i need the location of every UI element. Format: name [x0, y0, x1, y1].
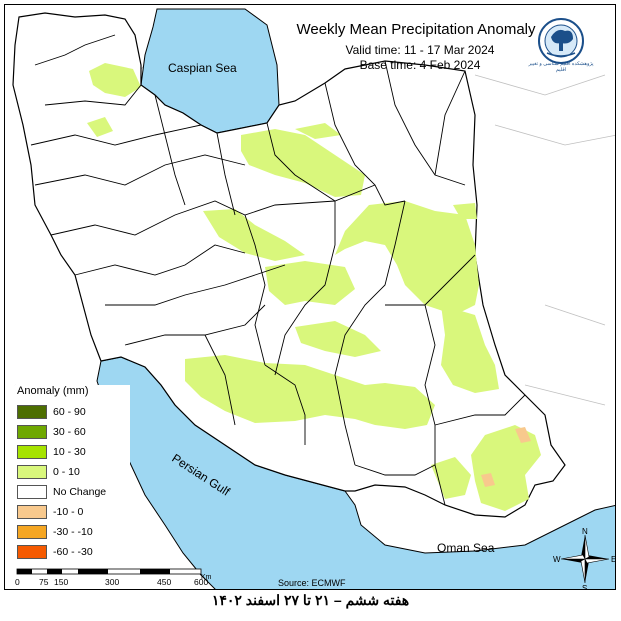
legend-label: 0 - 10: [53, 466, 80, 478]
compass-n: N: [582, 527, 588, 536]
scale-tick-label: 0: [15, 577, 20, 587]
oman-sea-label: Oman Sea: [437, 541, 495, 555]
legend-item: No Change: [17, 483, 106, 501]
scale-unit: Km: [201, 574, 212, 581]
legend-label: -60 - -30: [53, 546, 93, 558]
legend-item: -60 - -30: [17, 543, 93, 561]
province-borders: [30, 34, 526, 506]
legend-item: 0 - 10: [17, 463, 80, 481]
logo-caption: پژوهشکده اقلیم شناسی و تغییر اقلیم: [528, 61, 594, 73]
scale-tick-label: 150: [54, 577, 68, 587]
legend-swatch: [17, 445, 47, 459]
legend-swatch: [17, 405, 47, 419]
map-title: Weekly Mean Precipitation Anomaly: [296, 21, 536, 38]
scale-tick-label: 450: [157, 577, 171, 587]
scale-tick-label: 600: [194, 577, 208, 587]
scale-tick-label: 300: [105, 577, 119, 587]
anomaly-dry-patches: [481, 427, 531, 487]
legend-swatch: [17, 425, 47, 439]
compass-rose-icon: N S E W: [553, 527, 616, 590]
legend-label: 60 - 90: [53, 406, 86, 418]
legend-label: 30 - 60: [53, 426, 86, 438]
legend-label: No Change: [53, 486, 107, 498]
compass-s: S: [582, 584, 587, 590]
base-time: Base time: 4 Feb 2024: [359, 58, 481, 72]
compass-e: E: [611, 555, 616, 564]
legend-item: -30 - -10: [17, 523, 93, 541]
legend: Anomaly (mm) 60 - 90 30 - 60 10 - 30 0 - 10…: [15, 385, 130, 567]
valid-time: Valid time: 11 - 17 Mar 2024: [345, 43, 495, 57]
legend-label: -30 - -10: [53, 526, 93, 538]
week-footer: هفته ششم – ۲۱ تا ۲۷ اسفند ۱۴۰۲: [211, 592, 410, 608]
legend-label: -10 - 0: [53, 506, 84, 518]
legend-swatch: [17, 525, 47, 539]
legend-title: Anomaly (mm): [17, 385, 89, 397]
legend-swatch: [17, 465, 47, 479]
legend-swatch: [17, 485, 47, 499]
iran-map: [12, 8, 615, 589]
legend-swatch: [17, 505, 47, 519]
legend-label: 10 - 30: [53, 446, 86, 458]
map-frame: Weekly Mean Precipitation Anomaly Valid …: [4, 4, 616, 590]
legend-item: 30 - 60: [17, 423, 86, 441]
legend-item: -10 - 0: [17, 503, 83, 521]
caspian-sea-label: Caspian Sea: [168, 61, 237, 75]
legend-swatch: [17, 545, 47, 559]
scale-tick-label: 75: [39, 577, 49, 587]
legend-item: 60 - 90: [17, 403, 86, 421]
institute-logo: [538, 18, 584, 64]
source-label: Source: ECMWF: [278, 578, 346, 588]
legend-item: 10 - 30: [17, 443, 86, 461]
compass-w: W: [553, 555, 561, 564]
